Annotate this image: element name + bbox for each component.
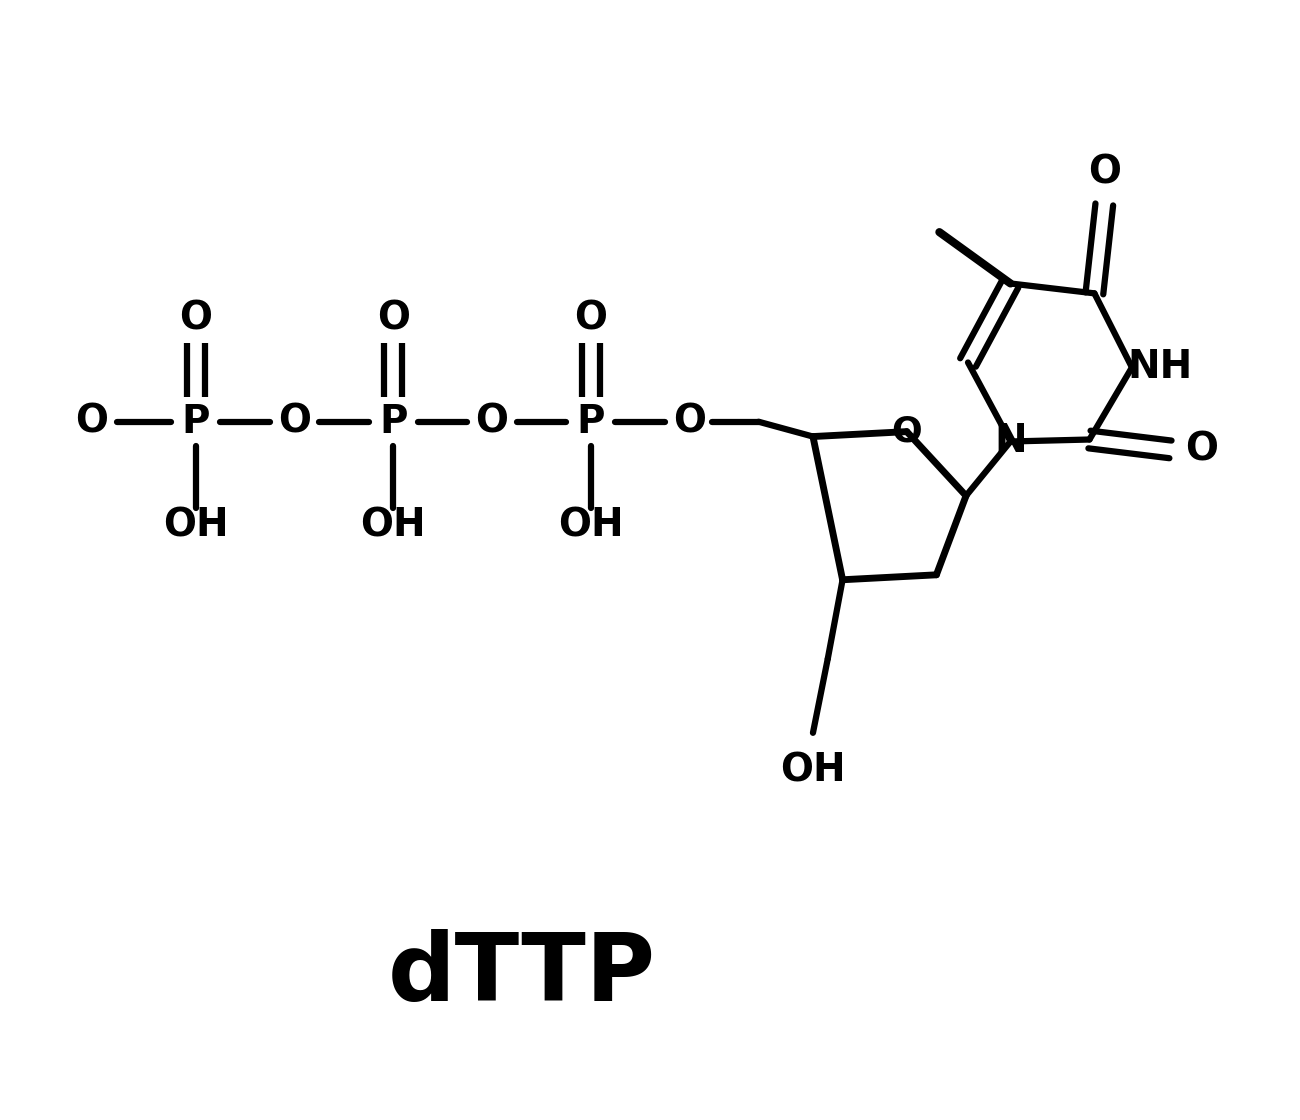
Text: OH: OH [360,506,426,544]
Text: O: O [179,299,212,337]
Text: OH: OH [162,506,229,544]
Text: P: P [182,403,211,441]
Text: O: O [892,414,922,449]
Text: P: P [380,403,407,441]
Text: O: O [1186,430,1218,468]
Text: O: O [377,299,410,337]
Text: O: O [278,403,311,441]
Text: dTTP: dTTP [387,928,655,1020]
Text: O: O [673,403,706,441]
Text: O: O [575,299,607,337]
Text: P: P [576,403,604,441]
Text: N: N [994,422,1027,460]
Text: O: O [1088,153,1121,192]
Text: OH: OH [780,752,846,790]
Text: NH: NH [1127,348,1192,386]
Text: O: O [476,403,508,441]
Text: OH: OH [558,506,624,544]
Text: O: O [75,403,108,441]
